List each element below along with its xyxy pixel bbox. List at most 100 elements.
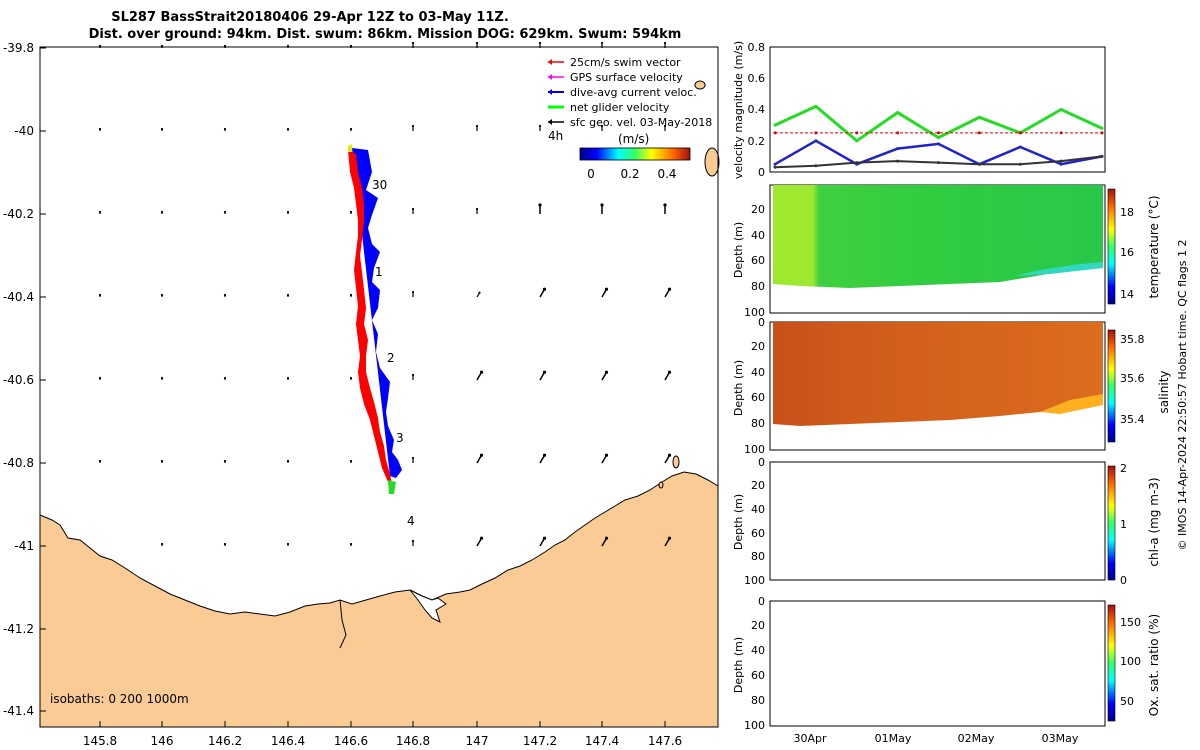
oxygen-colorbar (1107, 604, 1116, 722)
vector-arrow-head (160, 210, 164, 214)
ox-cbar-tick: 50 (1120, 695, 1134, 708)
depth-tick: 0 (758, 316, 765, 329)
series-point (773, 123, 777, 127)
vector-arrow-head (98, 210, 102, 214)
vector-arrow-head (475, 41, 479, 45)
vector-arrow-head (286, 127, 290, 131)
series-point (977, 162, 981, 166)
vel-ytick: 0.2 (748, 135, 766, 148)
vector-arrow-head (479, 370, 484, 374)
vector-arrow-head (538, 203, 542, 207)
vector-arrow-head (223, 210, 227, 214)
vector-arrow-head (411, 207, 415, 211)
title-line-2: Dist. over ground: 94km. Dist. swum: 86k… (89, 27, 682, 42)
depth-label: Depth (m) (732, 494, 745, 550)
series-point (896, 111, 900, 115)
series-point (977, 115, 981, 119)
vector-arrow-head (542, 287, 547, 291)
track-label-1: 1 (375, 265, 383, 279)
depth-tick: 100 (744, 574, 765, 587)
vector-arrow-head (475, 207, 479, 211)
title-line-1: SL287 BassStrait20180406 29-Apr 12Z to 0… (111, 10, 509, 25)
series-point (814, 131, 818, 135)
river-line (339, 599, 347, 649)
depth-tick: 60 (751, 669, 765, 682)
vector-arrow-head (542, 370, 547, 374)
footer-credit: © IMOS 14-Apr-2024 22:50:57 Hobart time.… (1176, 240, 1189, 551)
legend-dive-avg: dive-avg current veloc. (570, 86, 697, 99)
vector-arrow-head (349, 459, 353, 463)
map-xtick: 146.6 (334, 734, 368, 748)
series-point (814, 139, 818, 143)
colorbar-tick: 0.2 (620, 167, 639, 181)
series-point (937, 136, 940, 140)
salinity-colorbar (1107, 329, 1116, 443)
vector-arrow-head (667, 453, 672, 457)
depth-tick: 20 (751, 203, 765, 216)
sal-cbar-tick: 35.6 (1120, 372, 1145, 385)
track-blue-current (352, 148, 402, 478)
vector-arrow-head (98, 127, 102, 131)
vel-ytick: 0 (758, 166, 765, 179)
chla-colorbar (1107, 465, 1116, 581)
vector-arrow-head (663, 41, 667, 45)
vector-arrow-head (542, 453, 547, 457)
track-red-swim (348, 150, 392, 484)
series-point (773, 165, 777, 169)
series-point (1018, 162, 1022, 166)
vector-arrow-head (160, 376, 164, 380)
series-point (1018, 145, 1022, 149)
series-point (855, 161, 859, 165)
chla-panel: 0 20 40 60 80 100 Depth (m) 0 1 2 chl-a … (732, 456, 1161, 587)
vector-arrow-head (160, 127, 164, 131)
vector-arrow-head (349, 542, 353, 546)
depth-tick: 100 (744, 719, 765, 732)
vector-arrow-head (160, 459, 164, 463)
vector-arrow-head (479, 453, 484, 457)
ox-cbar-tick: 100 (1120, 655, 1141, 668)
track-green-start (388, 480, 396, 494)
vector-arrow-head (667, 536, 672, 540)
vector-arrow-head (98, 293, 102, 297)
map-frame (39, 46, 719, 728)
temperature-section (773, 185, 1103, 288)
map-ytick: -40.8 (3, 456, 34, 470)
map-xtick: 147 (466, 734, 489, 748)
vector-arrow-head (286, 376, 290, 380)
island-4 (658, 481, 664, 489)
vector-arrow-head (411, 539, 415, 543)
depth-label: Depth (m) (732, 222, 745, 278)
map-ytick: -40.6 (3, 373, 34, 387)
vector-arrow-head (604, 370, 609, 374)
island-2 (694, 80, 706, 90)
depth-tick: 100 (744, 306, 765, 319)
chla-cbar-tick: 2 (1120, 462, 1127, 475)
track-label-4: 4 (407, 514, 415, 528)
salinity-fresh-bottom (1040, 394, 1103, 414)
map-ytick: -40 (14, 124, 34, 138)
vector-arrow-head (604, 536, 609, 540)
vector-arrow-head (600, 124, 604, 128)
colorbar-unit: (m/s) (618, 132, 649, 146)
series-point (1100, 131, 1104, 135)
vector-arrow-head (349, 210, 353, 214)
vector-arrow-head (604, 453, 609, 457)
depth-tick: 0 (758, 456, 765, 469)
vector-arrow-head (411, 373, 415, 377)
temp-cbar-tick: 18 (1120, 206, 1134, 219)
series-point (937, 131, 940, 135)
map-ytick: -40.2 (3, 207, 34, 221)
vector-arrow-head (349, 127, 353, 131)
vel-ylabel: velocity magnitude (m/s) (732, 41, 745, 179)
map-xtick: 146 (151, 734, 174, 748)
depth-tick: 80 (751, 280, 765, 293)
map-colorbar (579, 147, 691, 161)
chla-cbar-tick: 1 (1120, 518, 1127, 531)
depth-tick: 100 (744, 443, 765, 456)
vector-arrow-head (600, 203, 604, 207)
vector-arrow-head (223, 542, 227, 546)
temp-cbar-tick: 16 (1120, 246, 1134, 259)
depth-tick: 0 (758, 595, 765, 608)
velocity-panel: 0 0.2 0.4 0.6 0.8 velocity magnitude (m/… (732, 41, 1106, 179)
